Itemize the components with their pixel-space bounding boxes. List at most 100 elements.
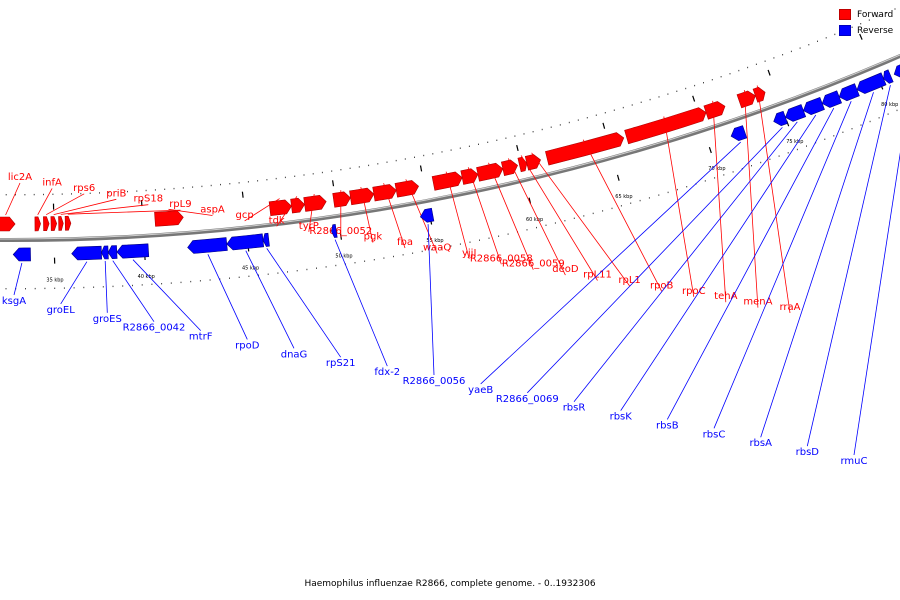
gene-aspa-forward[interactable]: [154, 210, 184, 227]
gene-deod-forward[interactable]: [500, 159, 518, 176]
gene-dnag-reverse[interactable]: [226, 233, 265, 251]
gene-leader-line: [266, 248, 342, 358]
gene-leader-line: [308, 194, 315, 232]
gene-rps18-forward[interactable]: [58, 216, 64, 231]
minor-tick: [24, 194, 26, 196]
legend-item-reverse[interactable]: Reverse: [839, 24, 899, 37]
gene-rpl9-forward[interactable]: [64, 215, 72, 231]
gene-infa-forward[interactable]: [34, 216, 41, 232]
gene-teha-forward[interactable]: [703, 101, 726, 120]
minor-tick: [507, 233, 509, 235]
gene-fdx-2-reverse[interactable]: [331, 224, 338, 238]
gene-groes-reverse[interactable]: [101, 245, 109, 260]
minor-tick: [720, 76, 722, 78]
gene-label-r2866-0059: R2866_0059: [502, 259, 565, 270]
gene-rbsd-reverse[interactable]: [883, 69, 894, 84]
gene-r2866-0069-reverse[interactable]: [773, 110, 788, 127]
minor-tick: [25, 288, 26, 290]
minor-tick: [306, 268, 308, 271]
minor-tick: [287, 271, 288, 273]
minor-tick: [450, 245, 452, 247]
gene-label-r2866-0052: R2866_0052: [309, 226, 372, 237]
gene-yjji-forward[interactable]: [431, 171, 463, 191]
gene-tdk-forward[interactable]: [290, 197, 305, 214]
minor-tick: [99, 192, 100, 194]
gene-label-groes: groES: [93, 314, 122, 325]
minor-tick: [199, 280, 201, 282]
gene-rbsc-reverse[interactable]: [838, 83, 860, 102]
gene-label-rpl1: rpL1: [618, 275, 640, 286]
minor-tick: [868, 19, 870, 21]
minor-tick: [787, 152, 789, 154]
gene-lic2a-forward[interactable]: [0, 216, 16, 232]
minor-tick: [825, 37, 827, 39]
gene-prib-forward[interactable]: [50, 216, 58, 231]
gene-r2866-0042-reverse[interactable]: [107, 245, 118, 260]
gene-rraa-forward[interactable]: [752, 86, 766, 103]
gene-tyrp-forward[interactable]: [303, 194, 327, 212]
gene-rps6-forward[interactable]: [43, 216, 50, 232]
legend-label-forward: Forward: [857, 9, 894, 20]
minor-tick: [368, 164, 370, 167]
gene-rps21-reverse[interactable]: [262, 232, 270, 247]
minor-tick: [127, 190, 128, 193]
gene-r2866-0056-reverse[interactable]: [420, 207, 435, 223]
gene-leader-line: [245, 250, 295, 349]
gene-rbsa-reverse[interactable]: [856, 72, 887, 94]
gene-fba-forward[interactable]: [372, 184, 397, 202]
legend-item-forward[interactable]: Forward: [839, 8, 899, 21]
minor-tick: [303, 174, 305, 176]
gene-label-teha: tehA: [714, 291, 737, 302]
minor-tick: [479, 239, 480, 241]
minor-tick: [89, 192, 91, 194]
minor-tick: [703, 82, 704, 84]
minor-tick: [182, 187, 184, 189]
gene-rbsr-reverse[interactable]: [785, 104, 807, 122]
gene-rpl1-forward[interactable]: [524, 154, 541, 171]
gene-mtrf-reverse[interactable]: [116, 243, 150, 259]
gene-label-infa: infA: [42, 177, 62, 188]
gene-leader-line: [853, 152, 900, 456]
gene-label-r2866-0042: R2866_0042: [123, 323, 186, 334]
gene-r2866-0059-forward[interactable]: [476, 162, 504, 182]
major-tick: [616, 174, 620, 181]
gene-leader-line: [520, 155, 598, 281]
minor-tick: [373, 259, 375, 261]
minor-tick: [833, 135, 835, 137]
kbp-label: 35 kbp: [46, 278, 63, 284]
gene-label-rraa: rraA: [779, 302, 800, 313]
gene-leader-line: [67, 209, 181, 215]
gene-mena-forward[interactable]: [736, 90, 756, 109]
legend-label-reverse: Reverse: [857, 25, 894, 36]
gene-rpl11-forward[interactable]: [517, 156, 528, 173]
minor-tick: [325, 266, 327, 268]
gene-gcp-forward[interactable]: [268, 199, 292, 217]
minor-tick: [755, 63, 757, 65]
gene-r2866-0058-forward[interactable]: [460, 168, 479, 185]
gene-leader-line: [46, 193, 85, 216]
gene-pgk-forward[interactable]: [349, 187, 375, 206]
gene-ksga-reverse[interactable]: [12, 247, 31, 262]
gene-rbsk-reverse[interactable]: [803, 97, 825, 116]
minor-tick: [402, 254, 404, 256]
gene-waaq-forward[interactable]: [394, 180, 419, 198]
gene-rpod-reverse[interactable]: [187, 237, 228, 254]
gene-rbsb-reverse[interactable]: [821, 90, 842, 108]
gene-label-rbsb: rbsB: [656, 420, 679, 431]
gene-yaeb-reverse[interactable]: [730, 125, 748, 142]
gene-label-rps18: rpS18: [134, 194, 164, 205]
gene-groel-reverse[interactable]: [71, 245, 103, 261]
minor-tick: [5, 288, 7, 290]
gene-r2866-0052-forward[interactable]: [332, 191, 351, 208]
minor-tick: [54, 287, 56, 289]
gene-rpob-forward[interactable]: [545, 132, 625, 166]
kbp-label: 50 kbp: [335, 254, 352, 260]
minor-tick: [43, 193, 44, 196]
minor-tick: [824, 138, 826, 140]
minor-tick: [554, 222, 556, 224]
minor-tick: [33, 193, 35, 196]
minor-tick: [523, 133, 525, 135]
kbp-scale: 35 kbp 40 kbp 45 kbp 50 kbp 55 kbp 60 kbp 65 k…: [46, 83, 898, 284]
minor-tick: [738, 69, 740, 72]
